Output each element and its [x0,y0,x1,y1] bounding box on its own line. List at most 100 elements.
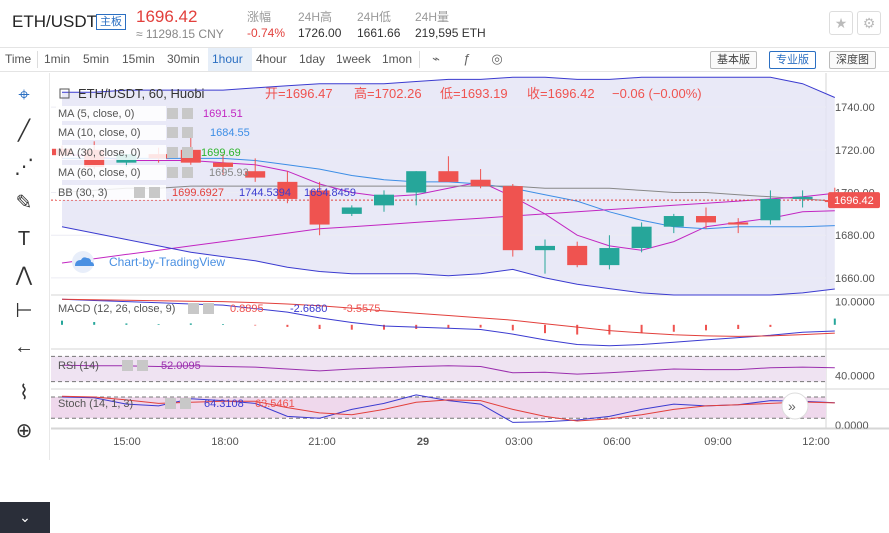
candle-body [631,226,652,249]
stat-low-value: 1661.66 [357,26,401,40]
legend-bg [56,165,166,180]
y-tick-label: 1660.00 [835,273,875,285]
indicator-label: MA (10, close, 0) [58,127,141,139]
x-tick-label: 12:00 [802,436,830,448]
interval-4hour[interactable]: 4hour [256,52,287,66]
indicator-label: MA (60, close, 0) [58,167,141,179]
settings-icon [122,360,133,371]
view-pro-button[interactable]: 专业版 [769,51,816,69]
ohlc-high: 高=1702.26 [354,86,422,101]
interval-5min[interactable]: 5min [83,52,110,66]
stat-change: 涨幅 -0.74% [247,9,285,41]
view-depth-button[interactable]: 深度图 [829,51,876,69]
candle-body [406,171,427,193]
candle-body [728,222,749,225]
candle-body [341,207,362,214]
indicators-icon[interactable]: ƒ [463,51,471,66]
chart-type-icon[interactable]: ⌁ [432,51,440,66]
close-icon [182,147,193,158]
ruler-icon[interactable]: ⌇ [19,382,29,404]
stat-volume-label: 24H量 [415,10,450,24]
toolbar-divider [37,51,38,68]
interval-1min[interactable]: 1min [44,52,71,66]
interval-1week[interactable]: 1week [336,52,371,66]
macd-line [61,298,835,337]
collapse-icon [59,88,70,99]
ohlc-change: −0.06 (−0.00%) [612,86,702,101]
candle-body [502,186,523,251]
series-line [61,192,835,264]
candle-body [599,248,620,266]
close-icon [182,108,193,119]
interval-30min[interactable]: 30min [167,52,200,66]
x-tick-label: 15:00 [113,436,141,448]
candle-body [567,245,588,266]
indicator-value: 1691.51 [203,108,243,120]
stat-high-value: 1726.00 [298,26,342,40]
close-icon [180,398,191,409]
candle-body [213,162,233,167]
interval-1day[interactable]: 1day [299,52,326,66]
settings-icon [167,147,178,158]
series-line [61,226,835,296]
macd-value: -3.5575 [343,303,380,315]
collapse-toolbar-icon[interactable]: ⌄ [0,502,50,533]
interval-toolbar: Time 1min 5min 15min 30min 1hour 4hour 1… [0,47,889,72]
stat-change-label: 涨幅 [247,10,272,24]
indicator-label: BB (30, 3) [58,187,108,199]
settings-icon [188,303,199,314]
y-tick-label: 10.0000 [835,297,875,309]
settings-icon [134,187,145,198]
scroll-right-glyph: » [788,398,796,414]
candle-body [696,216,716,223]
indicator-label: MA (5, close, 0) [58,108,134,120]
indicator-value: 1684.55 [210,127,250,139]
measure-icon[interactable]: ⊢ [15,300,33,322]
pattern-icon[interactable]: ⋀ [15,264,33,286]
candle-body [374,194,394,206]
fib-icon[interactable]: ⋰ [14,156,34,178]
x-tick-label: 29 [417,436,429,448]
settings-icon[interactable]: ⚙ [857,11,881,35]
toolbar-divider [419,51,420,68]
close-icon [182,127,193,138]
indicator-value: 1699.69 [201,147,241,159]
interval-time[interactable]: Time [5,52,32,66]
stat-high-label: 24H高 [298,10,333,24]
stoch-label: Stoch (14, 1, 3) [58,398,133,410]
stat-change-value: -0.74% [247,26,286,40]
stat-low: 24H低 1661.66 [357,9,400,41]
zoom-in-icon[interactable]: ⊕ [15,420,33,442]
y-tick-label: 1680.00 [835,230,875,242]
x-tick-label: 09:00 [704,436,732,448]
candle-body [438,171,459,182]
cloud-shape [75,257,94,266]
price-chart[interactable]: 1740.001720.001700.001680.001660.001696.… [0,0,889,460]
trendline-icon[interactable]: ╱ [17,120,31,142]
arrow-left-icon[interactable]: ← [14,336,34,358]
interval-15min[interactable]: 15min [122,52,155,66]
close-icon [203,303,214,314]
text-icon[interactable]: T [17,228,31,250]
rsi-label: RSI (14) [58,360,99,372]
crosshair-icon[interactable]: ⌖ [18,84,30,106]
stat-volume-value: 219,595 ETH [415,26,486,40]
screenshot-icon[interactable]: ◎ [491,51,503,66]
macd-value: -2.6680 [290,303,327,315]
y-tick-label: 1740.00 [835,102,875,114]
pair-title[interactable]: ETH/USDT [12,12,97,31]
x-tick-label: 06:00 [603,436,631,448]
cny-price: ≈ 11298.15 CNY [136,27,224,41]
close-icon [137,360,148,371]
macd-value: 0.8895 [230,303,264,315]
interval-1hour[interactable]: 1hour [212,52,243,66]
legend-bg [56,106,166,121]
star-icon[interactable]: ★ [829,11,853,35]
stoch-value: 63.5461 [255,398,295,410]
interval-1mon[interactable]: 1mon [382,52,413,66]
stat-low-label: 24H低 [357,10,392,24]
view-basic-button[interactable]: 基本版 [710,51,757,69]
settings-icon [167,167,178,178]
candle-body [245,171,266,178]
brush-icon[interactable]: ✎ [15,192,33,214]
